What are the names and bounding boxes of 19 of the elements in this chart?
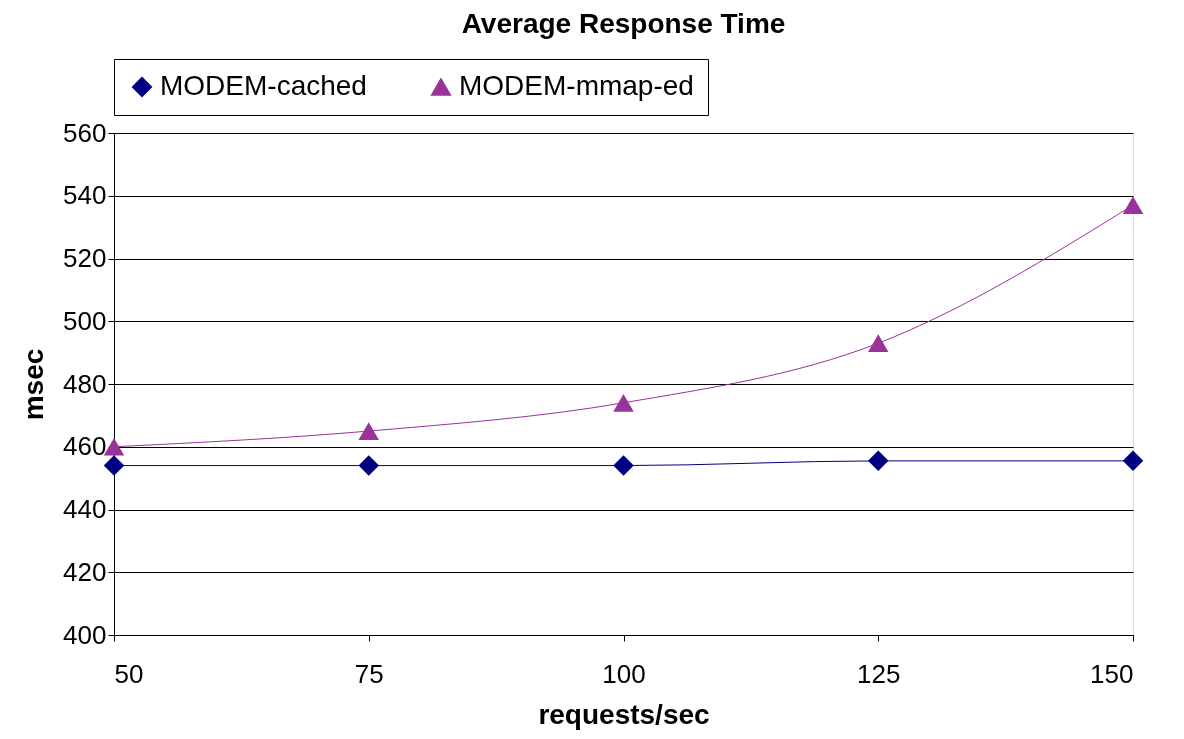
y-tick-label: 560 [63, 117, 107, 148]
chart-title: Average Response Time [461, 7, 786, 39]
x-axis-title: requests/sec [538, 698, 710, 730]
x-tick-label: 100 [602, 658, 646, 689]
x-tick-label: 150 [1090, 658, 1134, 689]
y-tick-label: 460 [63, 431, 107, 462]
legend-label: MODEM-cached [160, 70, 367, 101]
legend-label: MODEM-mmap-ed [459, 70, 694, 101]
x-tick-label: 125 [857, 658, 901, 689]
y-tick-label: 440 [63, 494, 107, 524]
y-tick-label: 540 [63, 180, 107, 211]
y-tick-label: 400 [63, 619, 107, 650]
y-tick-label: 520 [63, 243, 107, 273]
x-tick-label: 75 [354, 658, 384, 689]
y-tick-label: 500 [63, 305, 107, 336]
y-tick-label: 480 [63, 368, 107, 399]
y-tick-label: 420 [63, 556, 107, 587]
x-tick-label: 50 [114, 658, 144, 689]
y-axis-title: msec [18, 348, 50, 421]
